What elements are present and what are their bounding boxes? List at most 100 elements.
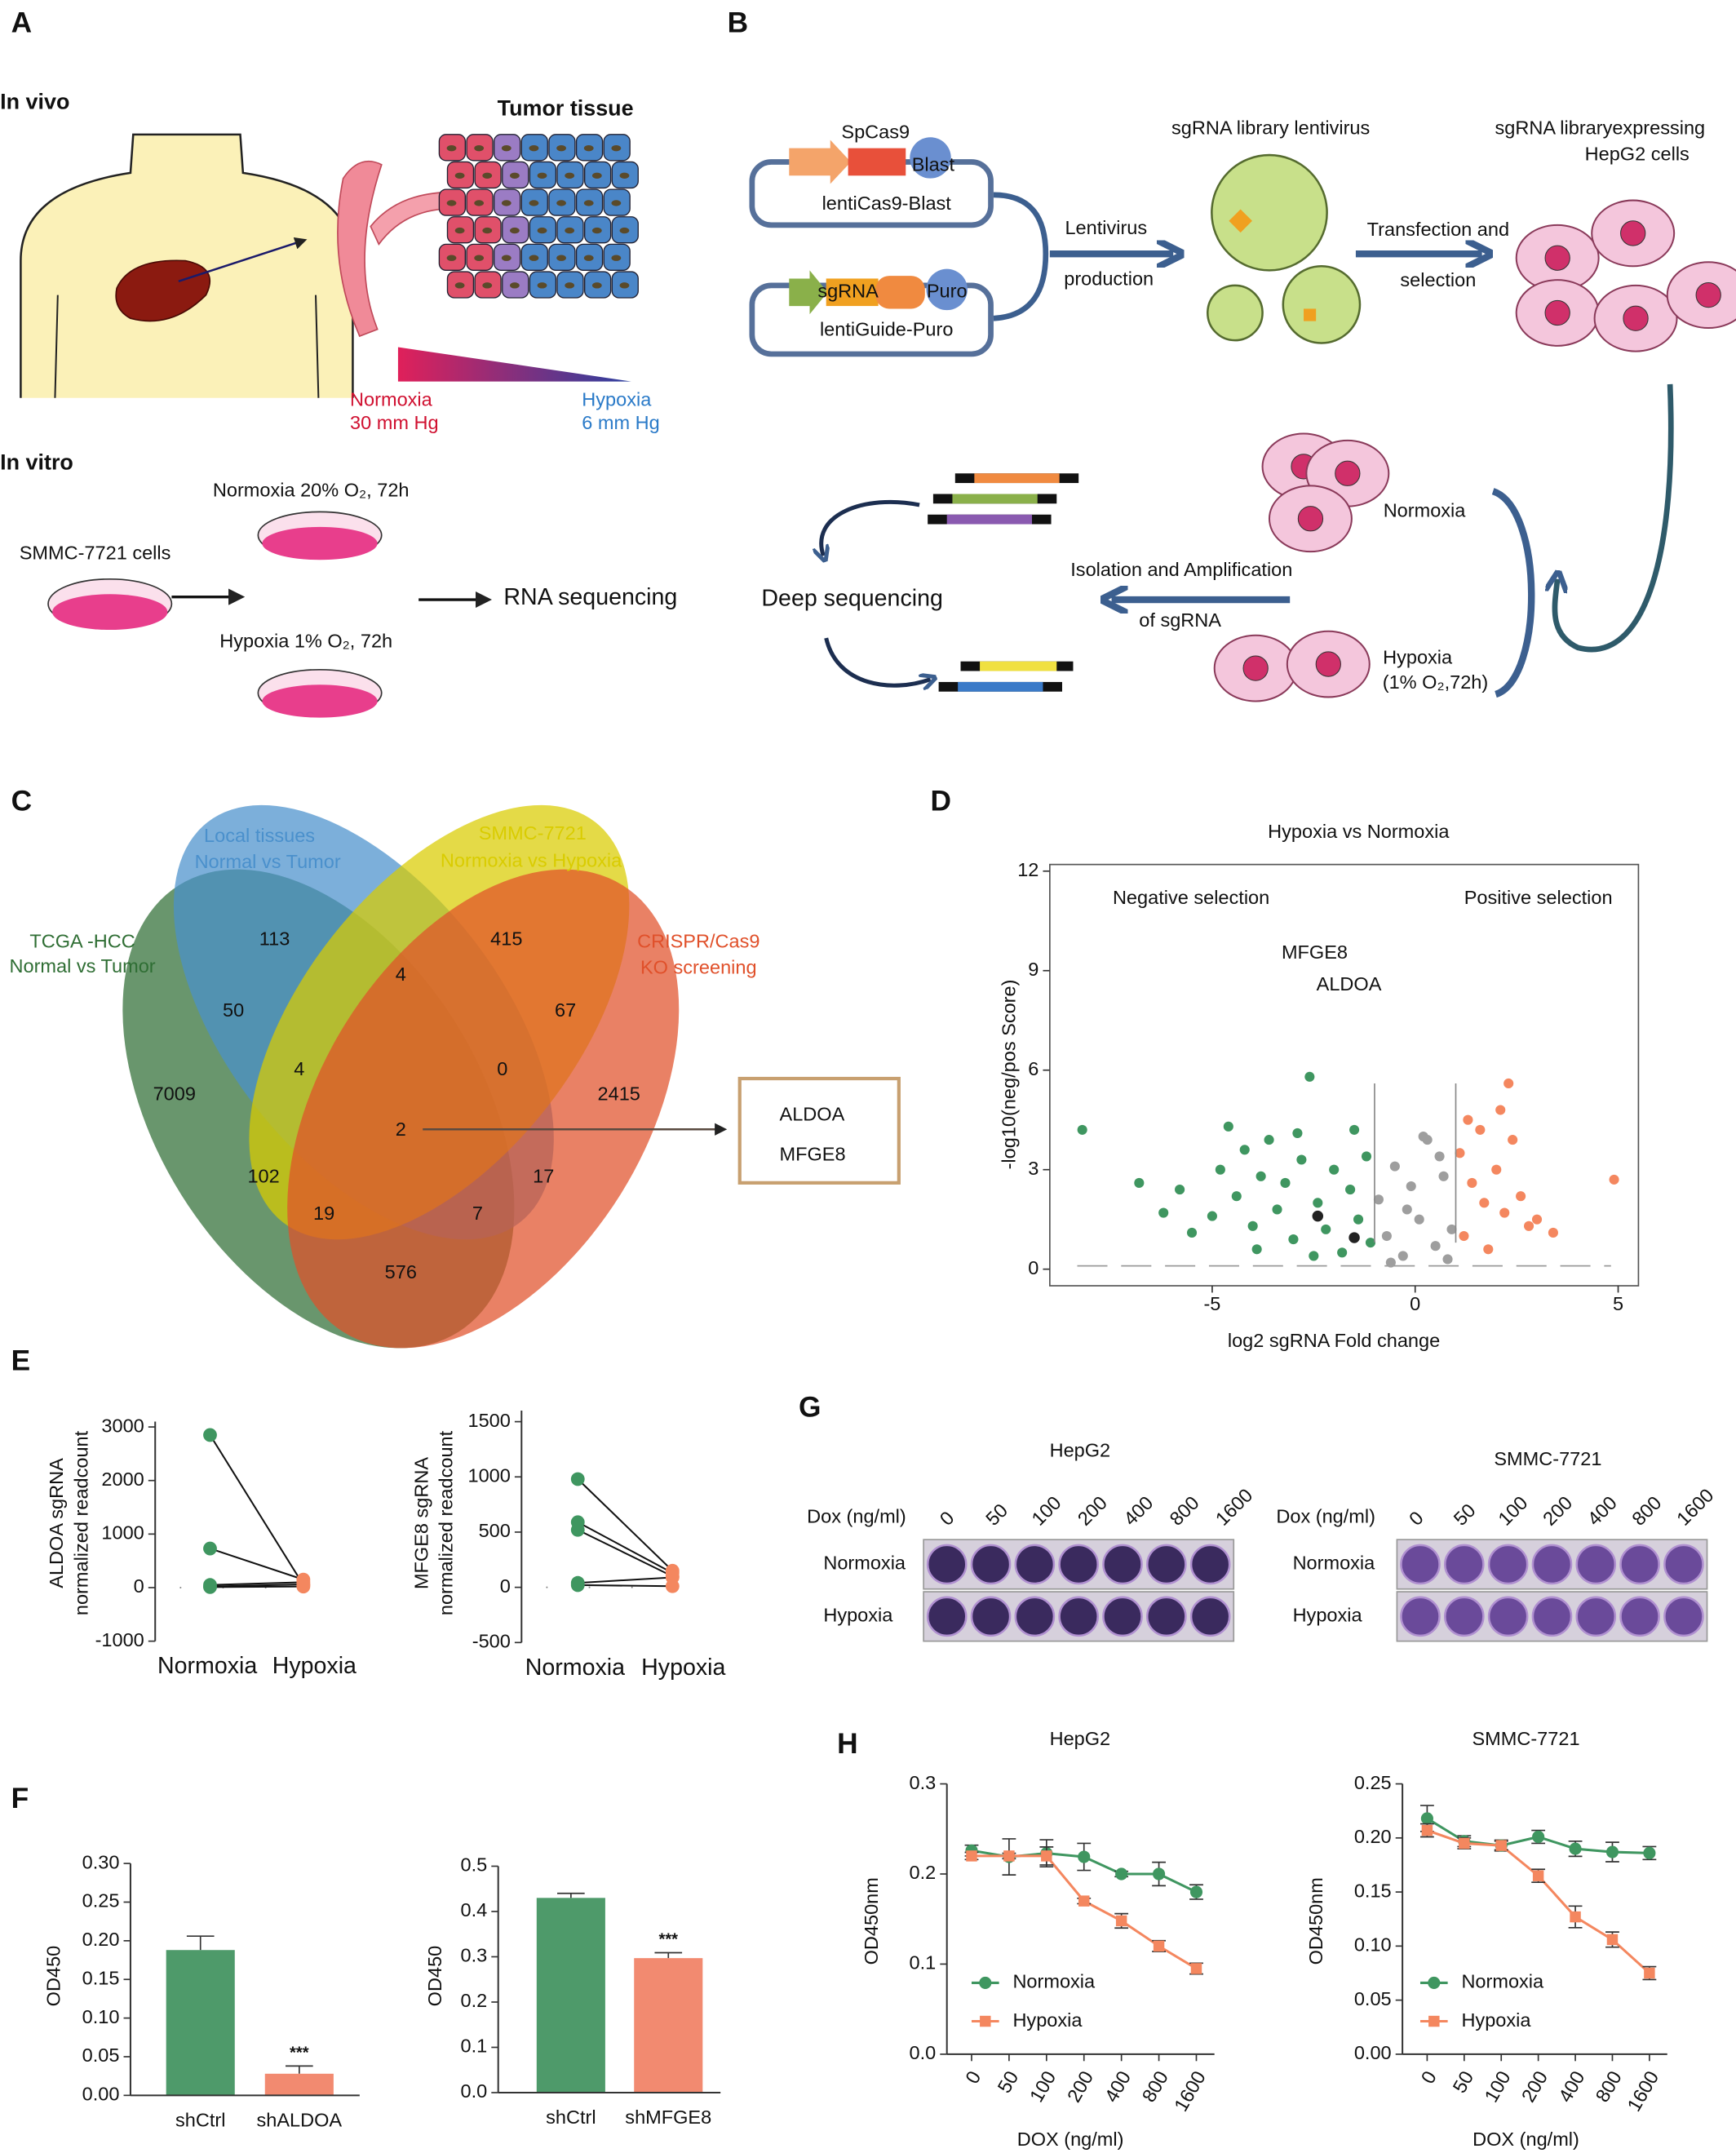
x-tick-label: 800 xyxy=(1138,2067,1172,2106)
point xyxy=(1223,1121,1233,1132)
label: Normoxia xyxy=(350,388,433,410)
x-tick-label: Normoxia xyxy=(525,1655,625,1681)
x-tick-label: 100 xyxy=(1025,2067,1060,2106)
point xyxy=(1389,1161,1400,1172)
venn xyxy=(122,804,680,1349)
legend-label: Hypoxia xyxy=(1461,2009,1531,2031)
dose-label: 0 xyxy=(936,1507,959,1530)
point xyxy=(1190,1963,1202,1974)
dose-label: 400 xyxy=(1583,1492,1621,1530)
axis-title: -log10(neg/pos Score) xyxy=(998,980,1019,1170)
dose-label: 1600 xyxy=(1672,1485,1717,1530)
nucleus xyxy=(537,172,547,179)
point xyxy=(1292,1127,1303,1139)
venn-set xyxy=(287,869,680,1349)
point xyxy=(1381,1230,1392,1242)
nucleus xyxy=(501,255,512,261)
bar xyxy=(264,2073,334,2096)
pair-line xyxy=(209,1434,304,1586)
venn-count: 102 xyxy=(247,1165,279,1186)
point xyxy=(570,1472,585,1486)
panel-label: B xyxy=(728,7,749,39)
venn-count: 576 xyxy=(385,1261,417,1282)
well xyxy=(1619,1596,1660,1637)
y-tick-label: 1000 xyxy=(101,1522,144,1544)
arrow xyxy=(178,237,308,283)
legend-marker xyxy=(1428,2015,1440,2027)
point xyxy=(1421,1824,1433,1836)
venn-count: 0 xyxy=(497,1058,507,1079)
panel-g: HepG2 SMMC-7721 Dox (ng/ml) Dox (ng/ml) … xyxy=(807,1440,1718,1642)
panel-label: C xyxy=(11,785,33,817)
point xyxy=(1516,1191,1526,1202)
label: production xyxy=(1064,268,1154,289)
result-gene: MFGE8 xyxy=(780,1143,846,1164)
point xyxy=(1313,1198,1323,1208)
nucleus xyxy=(611,200,622,206)
axis-title: normalized readcount xyxy=(70,1430,91,1615)
venn-set-label: SMMC-7721 xyxy=(479,822,587,844)
point xyxy=(1483,1244,1494,1255)
point xyxy=(1288,1234,1299,1245)
point xyxy=(1365,1238,1376,1248)
well xyxy=(1663,1596,1704,1637)
dose-label: 200 xyxy=(1074,1492,1111,1530)
nucleus xyxy=(501,144,512,152)
point xyxy=(203,1541,217,1556)
marker-gene xyxy=(910,137,951,179)
nucleus xyxy=(446,144,457,152)
dose-label: 50 xyxy=(1450,1500,1480,1530)
panel-label: F xyxy=(11,1783,29,1814)
dose-label: 800 xyxy=(1166,1492,1203,1530)
row-label: Normoxia xyxy=(1293,1553,1376,1574)
label: SpCas9 xyxy=(841,121,910,142)
nucleus xyxy=(591,282,602,289)
y-tick-label: 6 xyxy=(1028,1058,1038,1079)
venn-count: 7009 xyxy=(153,1083,196,1104)
label: Tumor tissue xyxy=(498,96,634,121)
nucleus xyxy=(510,282,520,289)
y-tick-label: 2000 xyxy=(101,1469,144,1490)
venn-count: 2 xyxy=(396,1119,406,1140)
label: Dox (ng/ml) xyxy=(1276,1505,1375,1526)
point xyxy=(1247,1220,1258,1231)
panel-label: A xyxy=(11,7,33,39)
point xyxy=(1239,1145,1250,1155)
venn-count: 7 xyxy=(472,1203,483,1224)
y-tick-label: 0.1 xyxy=(910,1952,937,1974)
significance: *** xyxy=(290,2044,309,2062)
y-tick-label: 0.15 xyxy=(82,1967,120,1988)
nucleus xyxy=(591,172,602,179)
charts: 0 3 6 9 12 -5 0 5 Hypoxia vs Normoxia log2 sgRNA … xyxy=(43,821,1667,2150)
point xyxy=(296,1579,311,1594)
dish xyxy=(257,511,383,560)
panel-label: G xyxy=(799,1392,821,1424)
nucleus xyxy=(482,282,493,289)
point xyxy=(1153,1867,1166,1881)
venn-count: 2415 xyxy=(598,1083,640,1104)
plate-title: HepG2 xyxy=(1050,1440,1111,1461)
point xyxy=(1337,1247,1348,1258)
nucleus xyxy=(454,227,465,234)
well xyxy=(1663,1544,1704,1585)
y-tick-label: 0 xyxy=(500,1575,511,1597)
gene xyxy=(848,148,906,176)
nucleus xyxy=(583,200,594,206)
nucleus xyxy=(591,227,602,234)
point xyxy=(1644,1967,1655,1979)
axis-title: ALDOA sgRNA xyxy=(46,1458,67,1588)
arrow xyxy=(822,499,920,556)
label: sgRNA library lentivirus xyxy=(1171,117,1370,138)
x-tick-label: 50 xyxy=(994,2067,1023,2097)
y-tick-label: 0.00 xyxy=(1354,2042,1392,2063)
well xyxy=(926,1596,968,1637)
row-label: Normoxia xyxy=(823,1553,906,1574)
dose-label: 200 xyxy=(1539,1492,1576,1530)
well xyxy=(1487,1596,1529,1637)
connector xyxy=(993,192,1049,321)
label: 6 mm Hg xyxy=(582,412,659,433)
y-tick-label: 0.2 xyxy=(461,1990,488,2011)
chart-title: SMMC-7721 xyxy=(1472,1728,1579,1749)
y-tick-label: 0.30 xyxy=(82,1851,120,1872)
nucleus xyxy=(454,172,465,179)
